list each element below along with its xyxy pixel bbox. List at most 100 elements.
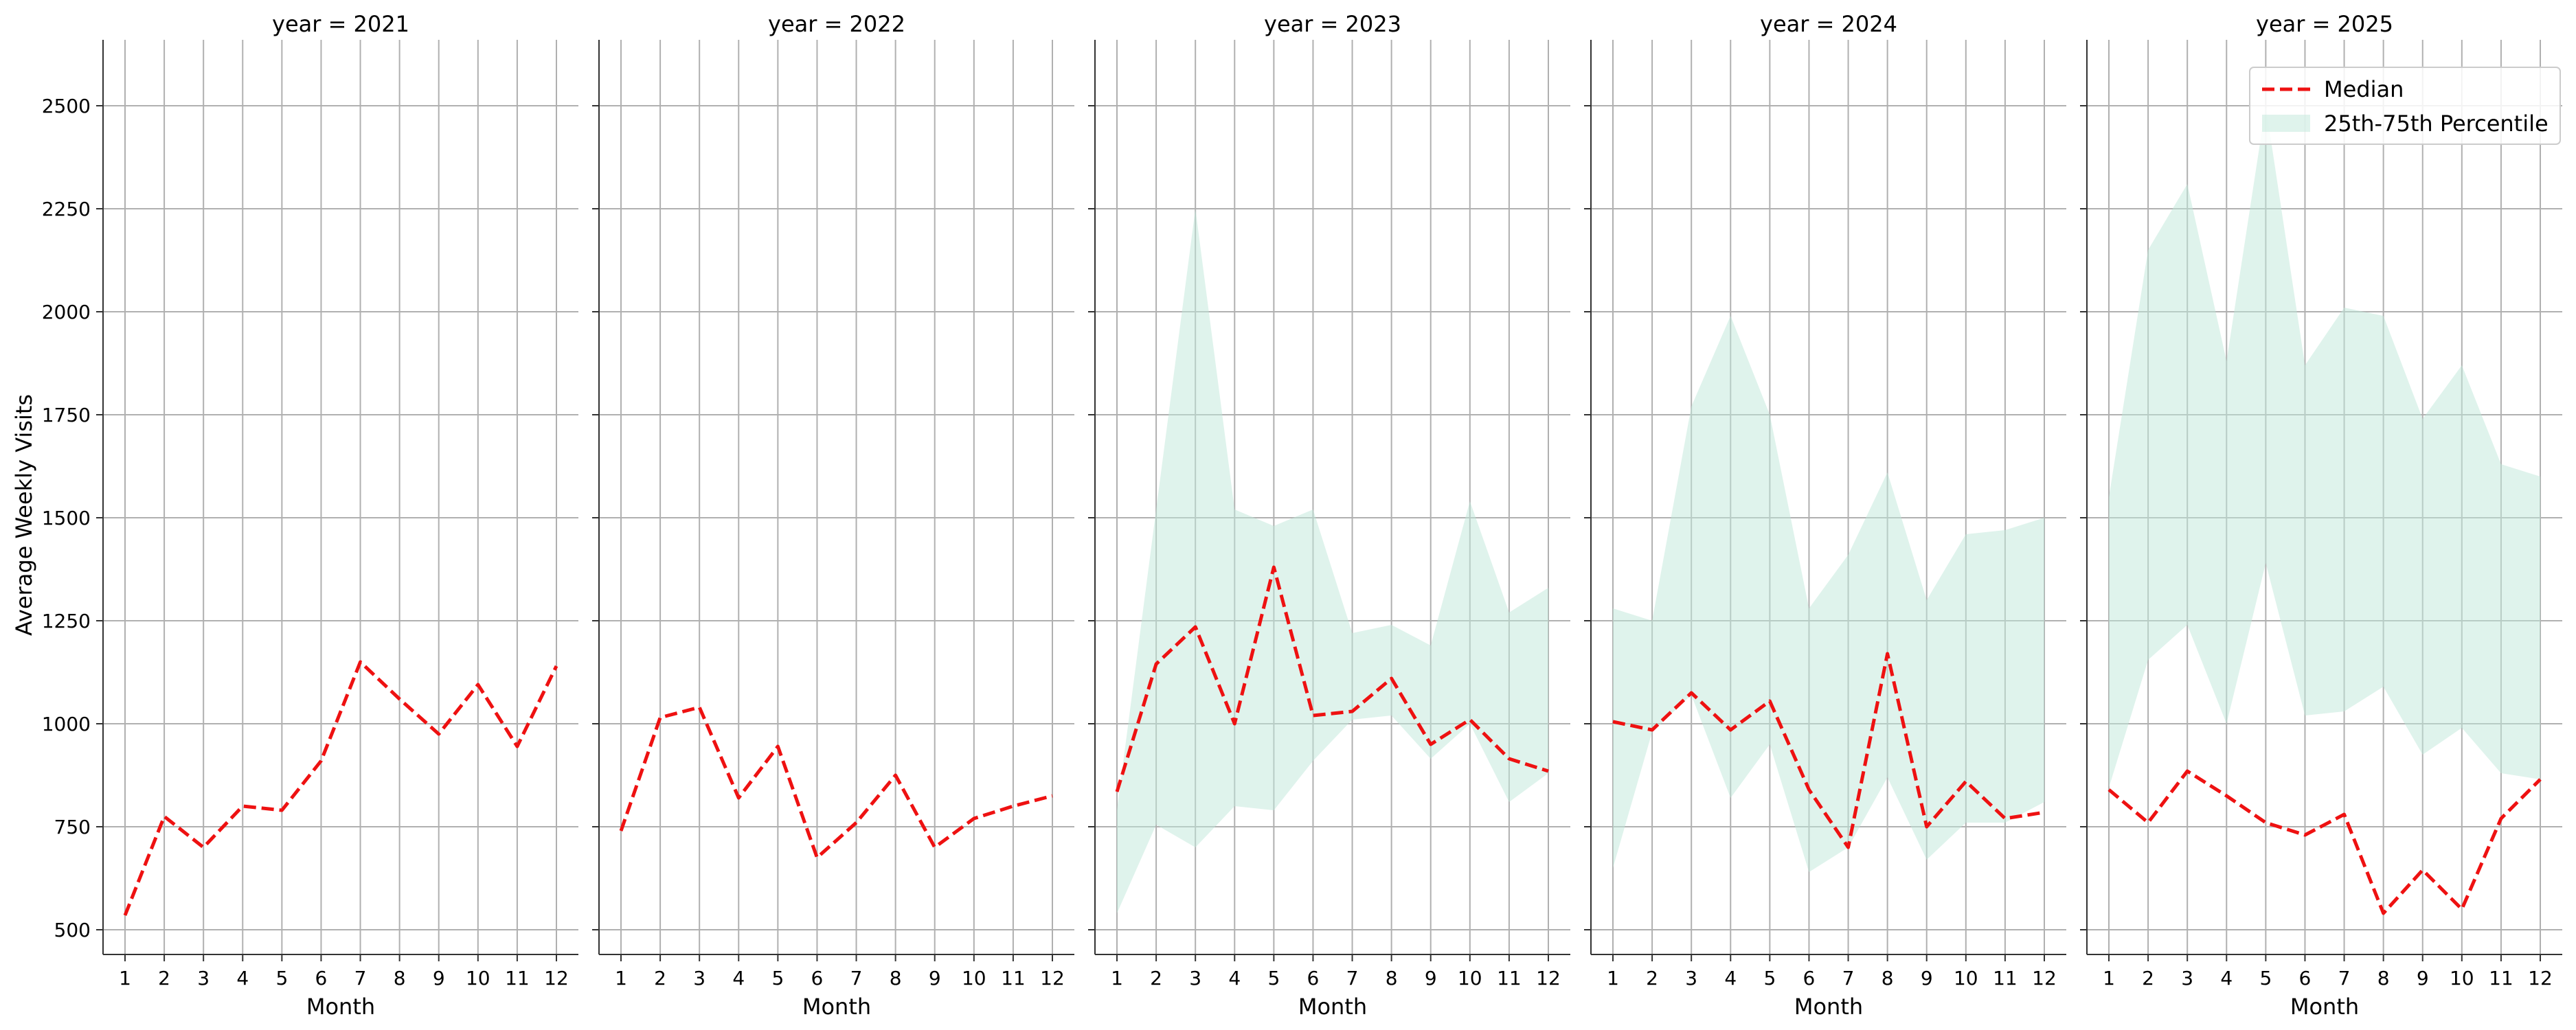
x-tick-label: 2 <box>2142 967 2154 989</box>
legend-frame <box>2249 67 2561 145</box>
y-tick-label: 2250 <box>42 198 91 220</box>
x-tick-label: 8 <box>1386 967 1398 989</box>
x-tick-label: 1 <box>615 967 627 989</box>
median-line <box>123 660 558 916</box>
x-tick-label: 11 <box>1001 967 1026 989</box>
median-line <box>1115 565 1549 792</box>
x-tick-label: 3 <box>2181 967 2193 989</box>
y-tick-label: 1750 <box>42 404 91 426</box>
x-tick-label: 7 <box>850 967 863 989</box>
y-tick-label: 1250 <box>42 610 91 632</box>
facet-title: year = 2021 <box>272 11 409 37</box>
x-tick-label: 7 <box>1842 967 1855 989</box>
x-tick-label: 10 <box>962 967 986 989</box>
x-tick-label: 10 <box>1458 967 1482 989</box>
x-tick-label: 10 <box>466 967 490 989</box>
x-tick-label: 7 <box>1346 967 1359 989</box>
x-tick-label: 8 <box>394 967 406 989</box>
x-tick-label: 4 <box>732 967 745 989</box>
x-axis-label: Month <box>1794 994 1863 1020</box>
x-tick-label: 4 <box>1228 967 1241 989</box>
x-tick-label: 6 <box>1307 967 1320 989</box>
x-tick-label: 8 <box>1882 967 1894 989</box>
x-tick-label: 12 <box>544 967 569 989</box>
x-tick-label: 12 <box>1536 967 1561 989</box>
x-tick-label: 11 <box>1993 967 2018 989</box>
facet-panel-1: 1 2 3 4 5 6 7 8 9 10 11 125007501000125015001750200… <box>42 11 578 1020</box>
x-tick-label: 6 <box>315 967 328 989</box>
y-tick-label: 1000 <box>42 713 91 735</box>
x-tick-label: 5 <box>771 967 784 989</box>
percentile-band <box>1613 316 2044 872</box>
x-tick-label: 12 <box>1040 967 1065 989</box>
x-tick-label: 2 <box>158 967 170 989</box>
facet-title: year = 2025 <box>2256 11 2393 37</box>
x-tick-label: 3 <box>1685 967 1697 989</box>
x-tick-label: 11 <box>2489 967 2513 989</box>
x-tick-label: 4 <box>2220 967 2233 989</box>
median-line <box>1612 652 2045 849</box>
x-tick-label: 12 <box>2032 967 2057 989</box>
median-line <box>619 705 1053 860</box>
x-tick-label: 5 <box>275 967 288 989</box>
x-tick-label: 5 <box>2259 967 2272 989</box>
legend-median-label: Median <box>2324 76 2404 102</box>
x-tick-label: 1 <box>1111 967 1123 989</box>
facet-title: year = 2022 <box>768 11 905 37</box>
x-tick-label: 9 <box>1921 967 1933 989</box>
x-tick-label: 9 <box>1425 967 1437 989</box>
x-tick-label: 3 <box>693 967 705 989</box>
x-axis-label: Month <box>1298 994 1367 1020</box>
x-tick-label: 12 <box>2528 967 2553 989</box>
y-tick-label: 500 <box>54 919 91 941</box>
x-tick-label: 7 <box>354 967 367 989</box>
x-tick-label: 9 <box>929 967 941 989</box>
x-tick-label: 9 <box>2417 967 2429 989</box>
x-tick-label: 11 <box>505 967 530 989</box>
x-tick-label: 1 <box>2103 967 2115 989</box>
x-tick-label: 8 <box>2377 967 2390 989</box>
y-tick-label: 2000 <box>42 301 91 323</box>
x-tick-label: 3 <box>197 967 210 989</box>
x-tick-label: 10 <box>1954 967 1978 989</box>
y-tick-label: 750 <box>54 816 91 838</box>
x-tick-label: 8 <box>890 967 902 989</box>
percentile-band <box>1117 209 1548 913</box>
x-tick-label: 6 <box>811 967 824 989</box>
x-tick-label: 6 <box>2299 967 2312 989</box>
x-tick-label: 4 <box>1724 967 1737 989</box>
x-tick-label: 5 <box>1763 967 1776 989</box>
x-tick-label: 10 <box>2450 967 2474 989</box>
x-axis-label: Month <box>2290 994 2359 1020</box>
legend: Median 25th-75th Percentile <box>2249 67 2561 145</box>
facet-title: year = 2024 <box>1760 11 1897 37</box>
x-axis-label: Month <box>306 994 375 1020</box>
legend-band-label: 25th-75th Percentile <box>2324 111 2549 137</box>
x-tick-label: 9 <box>433 967 445 989</box>
y-tick-label: 2500 <box>42 95 91 117</box>
y-tick-label: 1500 <box>42 507 91 529</box>
facet-panels: 1 2 3 4 5 6 7 8 9 10 11 125007501000125015001750200… <box>42 11 2562 1020</box>
x-axis-label: Month <box>802 994 871 1020</box>
percentile-band <box>2109 106 2540 788</box>
x-tick-label: 2 <box>1646 967 1658 989</box>
x-tick-label: 6 <box>1803 967 1816 989</box>
x-tick-label: 4 <box>236 967 249 989</box>
facet-title: year = 2023 <box>1264 11 1401 37</box>
median-line <box>2108 769 2542 915</box>
x-tick-label: 11 <box>1497 967 1522 989</box>
x-tick-label: 1 <box>119 967 131 989</box>
x-tick-label: 1 <box>1607 967 1619 989</box>
x-tick-label: 2 <box>1150 967 1162 989</box>
x-tick-label: 2 <box>654 967 666 989</box>
x-tick-label: 3 <box>1189 967 1201 989</box>
x-tick-label: 7 <box>2338 967 2351 989</box>
y-axis-label: Average Weekly Visits <box>11 394 37 636</box>
legend-band-swatch <box>2262 115 2310 132</box>
x-tick-label: 5 <box>1267 967 1280 989</box>
